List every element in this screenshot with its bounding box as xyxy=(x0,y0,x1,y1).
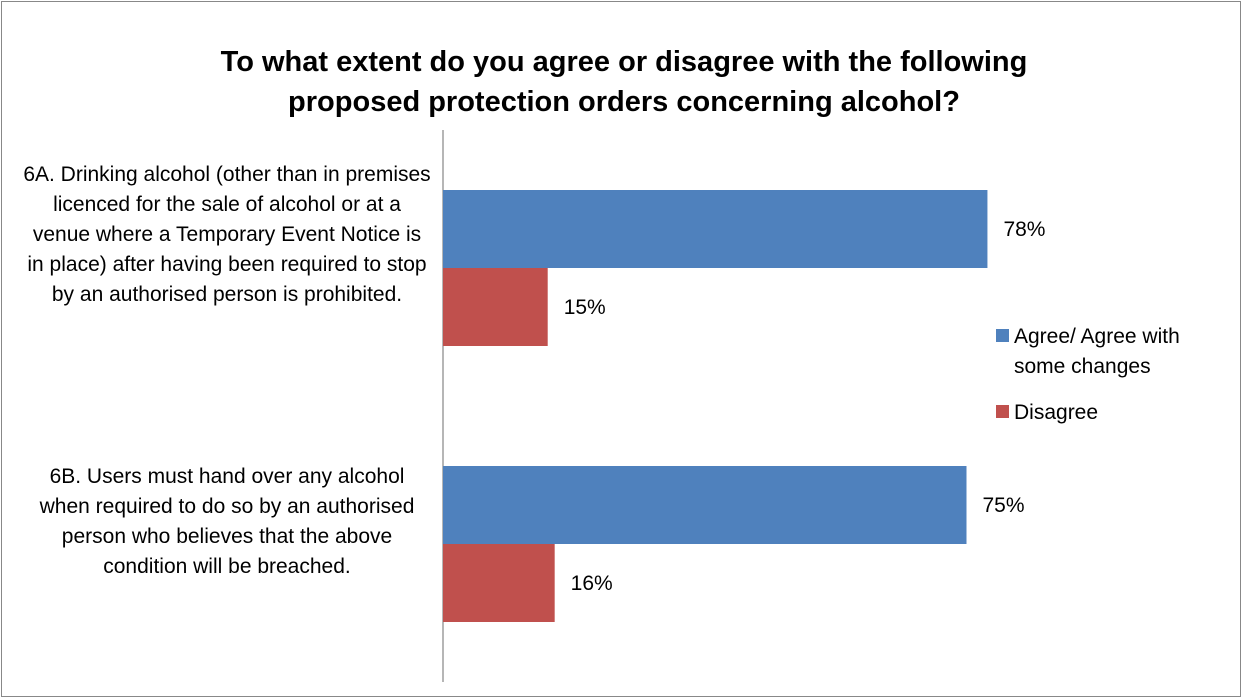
legend: Agree/ Agree with some changes Disagree xyxy=(996,322,1236,444)
legend-item-disagree: Disagree xyxy=(996,398,1236,428)
bar-6a-agree xyxy=(443,190,988,268)
legend-swatch-agree xyxy=(996,329,1009,342)
bar-6a-disagree xyxy=(443,268,548,346)
data-label-6a-agree: 78% xyxy=(1003,218,1045,241)
legend-swatch-disagree xyxy=(996,405,1009,418)
legend-item-agree: Agree/ Agree with some changes xyxy=(996,322,1236,382)
data-label-6b-disagree: 16% xyxy=(571,572,613,595)
category-label-6a: 6A. Drinking alcohol (other than in prem… xyxy=(23,163,431,306)
chart-title: To what extent do you agree or disagree … xyxy=(220,46,1028,118)
bar-6b-agree xyxy=(443,466,967,544)
bar-6b-disagree xyxy=(443,544,555,622)
category-label-6b: 6B. Users must hand over any alcohol whe… xyxy=(39,465,415,578)
data-label-6a-disagree: 15% xyxy=(564,296,606,319)
data-label-6b-agree: 75% xyxy=(983,494,1025,517)
legend-label-disagree: Disagree xyxy=(1014,401,1099,424)
legend-label-agree: Agree/ Agree with some changes xyxy=(1014,325,1180,378)
